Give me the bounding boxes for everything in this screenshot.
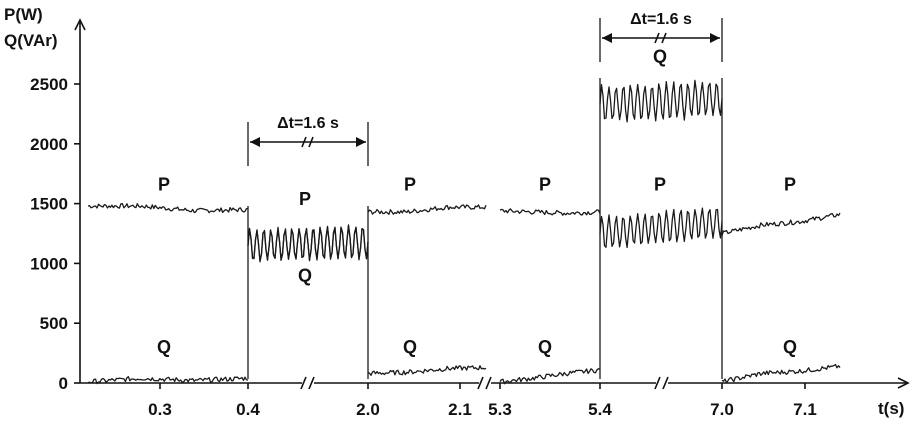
x-tick-label-1: 0.4 <box>236 400 260 419</box>
series-p-segment-0 <box>87 203 248 214</box>
curve-label-q-8: Q <box>653 46 667 66</box>
series-q-segment-3 <box>499 368 601 385</box>
y-axis-label-q: Q(VAr) <box>4 31 58 50</box>
y-axis-arrow <box>74 18 86 31</box>
delta-t-arrowhead-right-0 <box>356 137 366 147</box>
x-tick-label-2: 2.0 <box>356 400 380 419</box>
series-q-segment-1 <box>247 225 369 263</box>
curve-label-q-5: Q <box>403 337 417 357</box>
delta-t-label-1: Δt=1.6 s <box>630 11 692 28</box>
series-q-segment-0 <box>87 376 249 385</box>
curve-label-p-10: P <box>784 174 796 194</box>
series-p-segment-4 <box>599 207 723 249</box>
x-tick-label-3: 2.1 <box>448 400 472 419</box>
x-tick-label-0: 0.3 <box>148 400 172 419</box>
curve-label-q-1: Q <box>157 337 171 357</box>
series-p-segment-5 <box>721 212 841 236</box>
y-tick-label-2000: 2000 <box>30 135 68 154</box>
curve-label-q-3: Q <box>298 265 312 285</box>
delta-t-arrowhead-left-0 <box>250 137 260 147</box>
curve-label-q-7: Q <box>538 337 552 357</box>
curve-label-p-6: P <box>539 174 551 194</box>
x-tick-label-7: 7.1 <box>793 400 817 419</box>
y-tick-label-0: 0 <box>59 374 68 393</box>
x-axis-label: t(s) <box>878 399 904 418</box>
series-p-segment-3 <box>499 208 601 216</box>
axis-break-mark-1 <box>477 376 492 390</box>
curve-label-p-2: P <box>299 189 311 209</box>
axis-break-gap-0 <box>302 379 314 387</box>
curve-label-p-4: P <box>404 174 416 194</box>
plot-layer: 0 500 1000 1500 2000 2500 0.3 0.4 2.0 2.1 5.3 5.4 7.… <box>30 11 910 419</box>
axis-break-mark-0 <box>300 376 315 390</box>
curve-label-q-11: Q <box>783 337 797 357</box>
x-axis-arrow <box>897 377 910 389</box>
delta-t-label-0: Δt=1.6 s <box>277 115 339 132</box>
delta-t-arrowhead-right-1 <box>710 33 720 43</box>
axis-break-gap-2 <box>656 379 668 387</box>
series-q-segment-4 <box>599 79 723 123</box>
axis-break-mark-2 <box>654 376 669 390</box>
delta-t-arrowhead-left-1 <box>602 33 612 43</box>
delta-t-break-0 <box>301 136 314 148</box>
curve-label-p-0: P <box>158 174 170 194</box>
series-q-segment-5 <box>721 363 841 384</box>
y-tick-label-1500: 1500 <box>30 195 68 214</box>
axis-break-gap-1 <box>479 379 491 387</box>
y-tick-label-2500: 2500 <box>30 75 68 94</box>
series-p-segment-2 <box>367 204 487 215</box>
curve-label-p-9: P <box>654 174 666 194</box>
y-axis-label-p: P(W) <box>4 5 43 24</box>
x-tick-label-6: 7.0 <box>710 400 734 419</box>
x-tick-label-5: 5.4 <box>588 400 612 419</box>
x-tick-label-4: 5.3 <box>488 400 512 419</box>
series-q-segment-2 <box>367 365 487 376</box>
y-tick-label-500: 500 <box>40 314 68 333</box>
y-tick-label-1000: 1000 <box>30 254 68 273</box>
delta-t-break-1 <box>654 32 667 44</box>
